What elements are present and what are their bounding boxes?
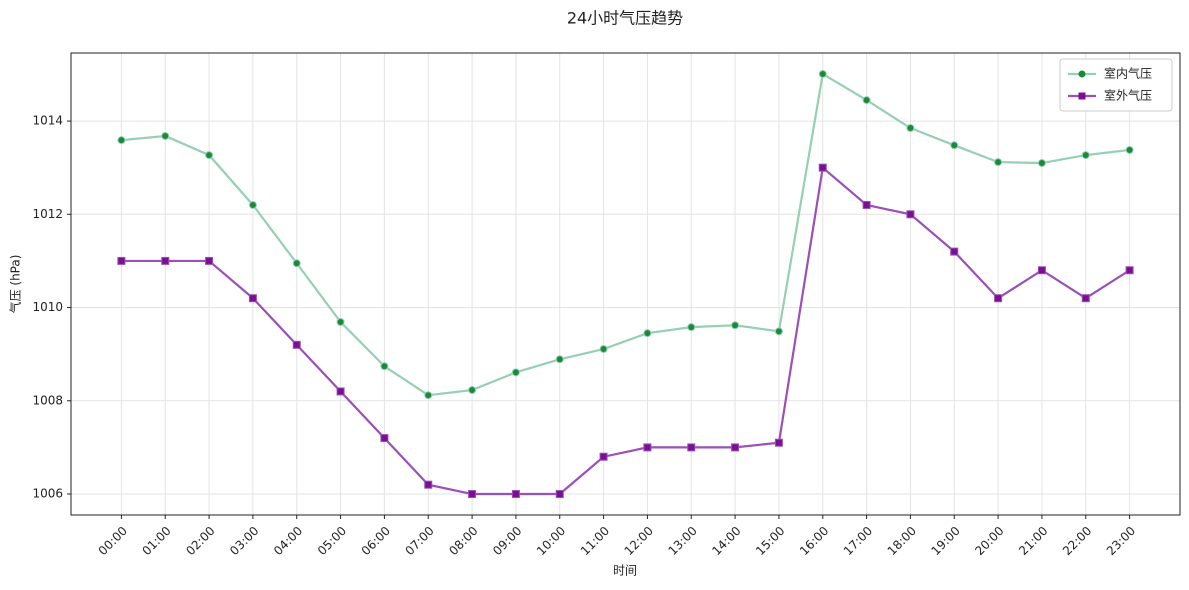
x-tick-label: 22:00 [1060,524,1094,558]
x-tick-label: 18:00 [885,524,919,558]
point [906,124,915,133]
point [511,368,520,377]
x-tick-label: 12:00 [622,524,656,558]
y-axis-label: 气压 (hPa) [8,255,23,314]
series-line [121,72,1130,397]
x-tick-label: 15:00 [753,524,787,558]
point [862,96,871,105]
y-tick-label: 1006 [32,487,63,501]
point [1081,151,1090,160]
point [1037,159,1046,168]
point [292,259,301,268]
point [424,480,433,489]
point [292,340,301,349]
x-tick-label: 11:00 [578,524,612,558]
point [248,294,257,303]
point [1081,294,1090,303]
x-tick-label: 01:00 [139,524,173,558]
point [906,210,915,219]
series-line [121,165,1131,496]
x-tick-label: 21:00 [1016,524,1050,558]
point [380,362,389,371]
point [994,294,1003,303]
point [599,345,608,354]
chart-title: 24小时气压趋势 [567,9,683,28]
x-tick-label: 19:00 [928,524,962,558]
point [336,317,345,326]
point [774,438,783,447]
point [555,355,564,364]
point [774,327,783,336]
point [731,443,740,452]
point [687,323,696,332]
legend-marker [1078,70,1086,78]
x-axis-label: 时间 [613,564,637,578]
y-tick-label: 1010 [32,300,63,314]
x-tick-label: 04:00 [271,524,305,558]
point [818,163,827,172]
legend-marker [1078,92,1086,100]
x-tick-label: 09:00 [490,524,524,558]
point [687,443,696,452]
point [205,151,214,160]
point [950,247,959,256]
x-tick-label: 03:00 [227,524,261,558]
point [862,200,871,209]
point [1037,266,1046,275]
point [468,386,477,395]
point [994,158,1003,167]
point [161,131,170,140]
x-tick-label: 05:00 [315,524,349,558]
y-tick-label: 1012 [32,207,63,221]
x-tick-label: 10:00 [534,524,568,558]
point [248,200,257,209]
x-tick-label: 14:00 [709,524,743,558]
legend-box [1059,58,1173,112]
point [818,69,827,78]
point [117,256,126,265]
point [511,490,520,499]
point [117,136,126,145]
point [643,443,652,452]
x-tick-label: 00:00 [96,524,130,558]
point [555,490,564,499]
point [336,387,345,396]
x-tick-label: 16:00 [797,524,831,558]
point [205,256,214,265]
y-tick-label: 1014 [32,114,63,128]
point [950,141,959,150]
point [424,391,433,400]
x-tick-label: 07:00 [402,524,436,558]
x-tick-label: 02:00 [183,524,217,558]
point [380,434,389,443]
point [643,329,652,338]
legend-label: 室外气压 [1104,88,1152,103]
point [1125,266,1134,275]
point [468,490,477,499]
point [161,256,170,265]
x-tick-label: 06:00 [359,524,393,558]
point [731,321,740,330]
point [1125,145,1134,154]
plot-frame [70,52,1181,516]
y-tick-label: 1008 [32,393,63,407]
x-tick-label: 20:00 [972,524,1006,558]
legend-label: 室内气压 [1104,66,1152,81]
x-tick-label: 17:00 [841,524,875,558]
point [599,452,608,461]
x-tick-label: 23:00 [1104,524,1138,558]
x-tick-label: 08:00 [446,524,480,558]
x-tick-label: 13:00 [665,524,699,558]
